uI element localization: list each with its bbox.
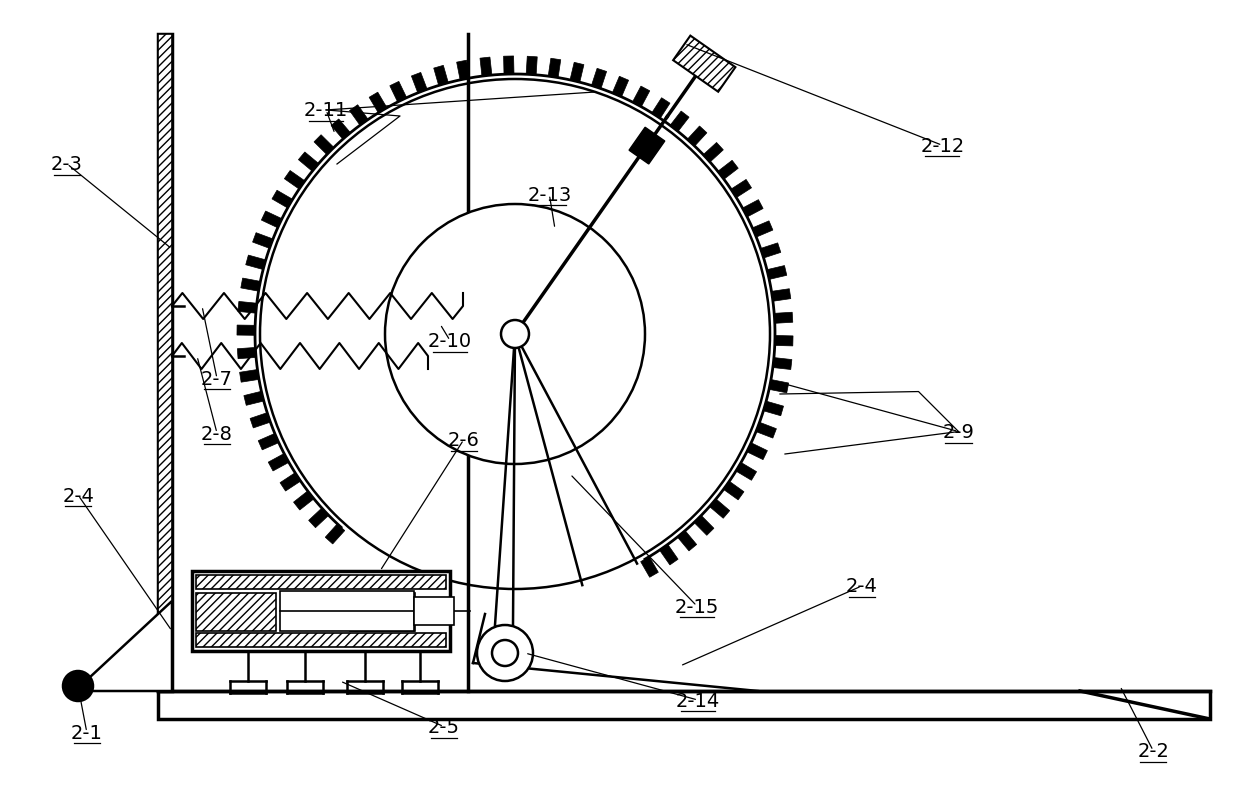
Text: 2-4: 2-4 [846, 577, 878, 596]
Polygon shape [239, 370, 259, 383]
Polygon shape [331, 120, 351, 140]
Polygon shape [774, 313, 792, 324]
Polygon shape [434, 67, 449, 86]
Polygon shape [737, 463, 756, 481]
Polygon shape [677, 531, 697, 551]
Polygon shape [723, 482, 744, 500]
Text: 2-7: 2-7 [201, 369, 233, 389]
Polygon shape [756, 422, 776, 438]
Text: 2-8: 2-8 [201, 424, 233, 443]
Polygon shape [773, 358, 792, 370]
Text: 2-15: 2-15 [675, 597, 719, 616]
Text: 2-4: 2-4 [62, 486, 94, 505]
Polygon shape [412, 73, 427, 94]
Bar [157, 35, 172, 691]
Polygon shape [480, 58, 492, 77]
Polygon shape [389, 82, 407, 103]
Text: 2-12: 2-12 [920, 137, 965, 156]
Polygon shape [284, 171, 305, 190]
Polygon shape [629, 128, 665, 165]
Text: 2-9: 2-9 [942, 422, 975, 442]
Polygon shape [641, 557, 658, 577]
Polygon shape [325, 524, 345, 544]
Circle shape [63, 671, 93, 701]
Polygon shape [258, 434, 279, 450]
Polygon shape [746, 443, 768, 460]
Polygon shape [591, 69, 606, 89]
Bar [414, 597, 454, 626]
Polygon shape [262, 212, 281, 228]
Polygon shape [280, 473, 300, 491]
Bar [196, 593, 277, 631]
Bar [192, 571, 450, 651]
Polygon shape [268, 454, 289, 471]
Text: 2-3: 2-3 [51, 155, 83, 174]
Bar [350, 593, 415, 631]
Polygon shape [246, 256, 265, 270]
Polygon shape [769, 380, 789, 393]
Polygon shape [238, 302, 257, 314]
Polygon shape [718, 161, 738, 180]
Polygon shape [253, 234, 273, 249]
Polygon shape [456, 61, 470, 81]
Polygon shape [632, 87, 650, 108]
Polygon shape [272, 191, 293, 209]
Circle shape [384, 205, 645, 464]
Polygon shape [660, 544, 678, 565]
Polygon shape [548, 59, 560, 79]
Polygon shape [673, 37, 735, 92]
Polygon shape [764, 402, 784, 416]
Polygon shape [241, 279, 260, 291]
Polygon shape [503, 57, 515, 75]
Polygon shape [244, 392, 264, 406]
Polygon shape [350, 106, 368, 126]
Polygon shape [237, 326, 255, 336]
Polygon shape [250, 414, 270, 428]
Text: 2-1: 2-1 [71, 723, 103, 742]
Polygon shape [309, 508, 329, 528]
Text: 2-5: 2-5 [428, 717, 460, 736]
Polygon shape [768, 267, 786, 280]
Text: 2-13: 2-13 [527, 185, 572, 205]
Polygon shape [687, 127, 707, 147]
Polygon shape [299, 153, 319, 172]
Polygon shape [730, 180, 751, 198]
Text: 2-14: 2-14 [676, 691, 720, 710]
Polygon shape [703, 143, 723, 163]
Polygon shape [709, 499, 729, 519]
Polygon shape [743, 201, 763, 218]
Bar [196, 634, 446, 647]
Circle shape [477, 626, 533, 681]
Polygon shape [314, 136, 334, 155]
Polygon shape [670, 112, 689, 132]
Polygon shape [370, 93, 387, 114]
Bar [280, 591, 414, 631]
Polygon shape [760, 243, 781, 259]
Polygon shape [294, 491, 314, 511]
Polygon shape [570, 63, 584, 83]
Bar [157, 691, 1210, 719]
Polygon shape [775, 336, 794, 346]
Polygon shape [753, 222, 773, 238]
Polygon shape [74, 601, 172, 691]
Circle shape [492, 640, 518, 666]
Polygon shape [613, 77, 629, 98]
Text: 2-2: 2-2 [1137, 741, 1169, 760]
Text: 2-11: 2-11 [304, 101, 348, 120]
Circle shape [501, 320, 529, 349]
Polygon shape [771, 289, 791, 302]
Text: 2-10: 2-10 [428, 332, 472, 351]
Polygon shape [526, 57, 537, 75]
Polygon shape [694, 516, 714, 536]
Polygon shape [237, 348, 255, 359]
Bar [196, 575, 446, 589]
Polygon shape [652, 99, 670, 119]
Text: 2-6: 2-6 [448, 430, 480, 450]
Bar [157, 35, 172, 691]
